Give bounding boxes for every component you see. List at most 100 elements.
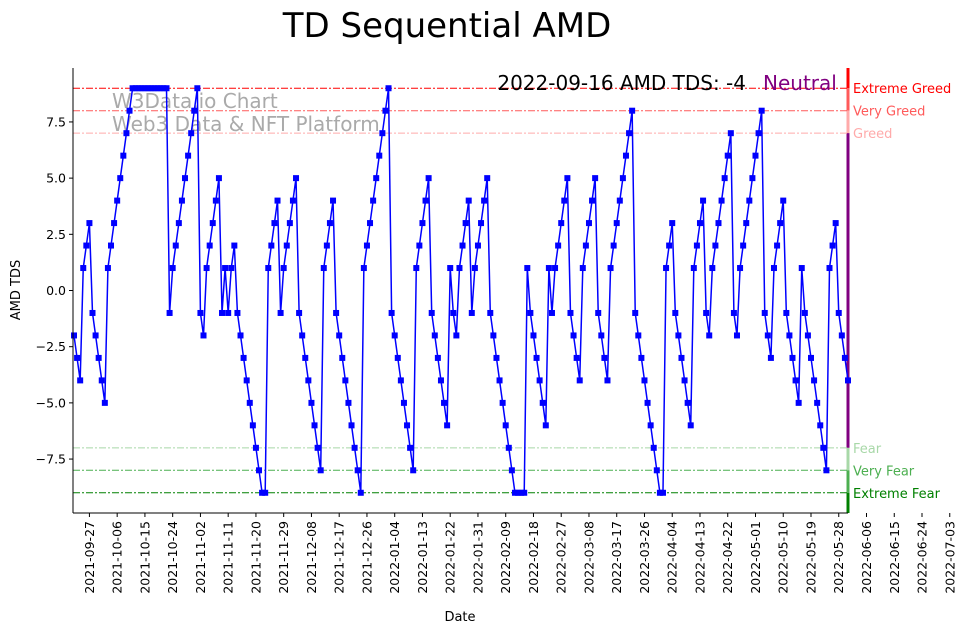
y-tick-label: 2.5	[46, 227, 66, 242]
tds-data-point	[256, 467, 263, 474]
tds-data-point	[601, 354, 608, 361]
tds-data-point	[721, 175, 728, 182]
watermark-subtitle: Web3 Data & NFT Platform	[112, 112, 380, 136]
x-axis-ticks: 2021-09-27 2021-10-06 2021-10-15 2021-10-24…	[82, 513, 957, 594]
tds-data-point	[293, 175, 300, 182]
tds-data-point	[453, 332, 460, 339]
x-tick-label: 2021-12-17	[332, 521, 347, 594]
tds-data-point	[175, 220, 182, 227]
x-tick-label: 2022-03-08	[581, 521, 596, 594]
tds-data-point	[690, 265, 697, 272]
tds-data-point	[363, 242, 370, 249]
tds-data-point	[274, 197, 281, 204]
tds-data-point	[835, 309, 842, 316]
tds-data-point	[700, 197, 707, 204]
tds-data-point	[351, 444, 358, 451]
tds-data-point	[182, 175, 189, 182]
tds-data-point	[548, 309, 555, 316]
tds-data-point	[604, 377, 611, 384]
tds-data-point	[215, 175, 222, 182]
tds-data-point	[656, 489, 663, 496]
tds-data-point	[141, 85, 148, 92]
tds-data-point	[696, 220, 703, 227]
tds-data-point	[616, 197, 623, 204]
tds-data-point	[240, 354, 247, 361]
tds-data-point	[687, 422, 694, 429]
tds-data-point	[681, 377, 688, 384]
tds-data-point	[619, 175, 626, 182]
x-tick-label: 2022-02-18	[526, 521, 541, 594]
tds-data-point	[650, 444, 657, 451]
tds-data-point	[120, 152, 127, 159]
tds-data-point	[536, 377, 543, 384]
tds-data-point	[706, 332, 713, 339]
tds-data-point	[336, 332, 343, 339]
tds-data-point	[101, 399, 108, 406]
x-tick-label: 2022-01-31	[470, 521, 485, 594]
tds-data-point	[767, 354, 774, 361]
tds-data-point	[348, 422, 355, 429]
tds-data-point	[234, 309, 241, 316]
tds-data-point	[404, 422, 411, 429]
tds-data-point	[95, 354, 102, 361]
tds-data-point	[638, 354, 645, 361]
y-tick-label: 0.0	[46, 283, 66, 298]
tds-data-point	[823, 467, 830, 474]
tds-data-point	[92, 332, 99, 339]
tds-data-point	[675, 332, 682, 339]
tds-data-point	[468, 309, 475, 316]
x-tick-label: 2021-10-06	[110, 521, 125, 594]
tds-data-point	[360, 265, 367, 272]
tds-data-point	[108, 242, 114, 249]
tds-data-point	[808, 354, 814, 361]
tds-data-point	[592, 175, 599, 182]
tds-data-point	[746, 197, 753, 204]
tds-data-point	[397, 377, 404, 384]
tds-data-point	[231, 242, 238, 249]
tds-data-point	[163, 85, 170, 92]
tds-data-point	[610, 242, 617, 249]
tds-data-point	[354, 467, 361, 474]
tds-data-point	[277, 309, 284, 316]
tds-data-point	[314, 444, 321, 451]
x-tick-label: 2021-11-29	[276, 521, 291, 594]
tds-data-point	[157, 85, 164, 92]
tds-data-point	[246, 399, 253, 406]
tds-data-point	[114, 197, 121, 204]
x-tick-label: 2022-02-09	[498, 521, 513, 594]
tds-data-point	[416, 242, 423, 249]
tds-data-point	[481, 197, 488, 204]
tds-data-point	[437, 377, 444, 384]
tds-data-point	[647, 422, 654, 429]
tds-data-point	[145, 85, 152, 92]
tds-data-point	[487, 309, 494, 316]
tds-data-point	[330, 197, 337, 204]
tds-data-point	[132, 85, 139, 92]
tds-data-point	[579, 265, 586, 272]
tds-data-point	[490, 332, 497, 339]
tds-data-point	[425, 175, 432, 182]
tds-data-point	[644, 399, 651, 406]
tds-data-point	[299, 332, 306, 339]
tds-data-point	[770, 265, 777, 272]
tds-data-point	[219, 309, 226, 316]
x-tick-label: 2022-01-22	[443, 521, 458, 594]
tds-data-point	[305, 377, 312, 384]
tds-data-point	[792, 377, 799, 384]
tds-data-point	[786, 332, 793, 339]
tds-data-point	[653, 467, 660, 474]
tds-data-point	[407, 444, 414, 451]
tds-data-point	[780, 197, 787, 204]
tds-data-point	[715, 220, 722, 227]
tds-data-point	[444, 422, 451, 429]
tds-data-point	[629, 107, 636, 114]
tds-data-point	[804, 332, 811, 339]
tds-data-point	[777, 220, 784, 227]
tds-data-point	[740, 242, 747, 249]
tds-data-point	[508, 467, 515, 474]
tds-data-point	[632, 309, 639, 316]
tds-data-point	[814, 399, 821, 406]
tds-data-point	[160, 85, 167, 92]
tds-data-point	[585, 220, 592, 227]
